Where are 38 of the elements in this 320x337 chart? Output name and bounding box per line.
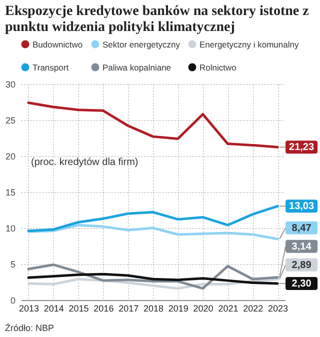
line-series [27,263,279,290]
y-tick-label: 0 [10,296,16,306]
data-label: 2,89 [292,260,312,271]
data-label: 8,47 [292,222,312,234]
legend-label: Transport [32,62,70,72]
legend-label: Sektor energetyczny [102,39,181,50]
x-tick-label: 2017 [118,304,139,314]
x-tick-label: 2014 [44,304,64,314]
y-tick-label: 10 [5,224,16,234]
text: Źródło: NBP [5,323,54,333]
data-label: 13,03 [289,201,314,212]
legend-label: Energetyczny i komunalny [200,39,300,50]
line-series [27,204,279,232]
x-tick-label: 2013 [18,304,39,314]
data-label: 3,14 [292,241,312,252]
line-series [27,272,279,285]
data-label: 2,30 [292,278,312,290]
x-tick-label: 2023 [268,304,288,314]
y-tick-label: 15 [5,188,16,198]
line-series [27,224,279,240]
y-tick-label: 5 [10,260,16,270]
legend-label: Paliwa kopalniane [102,62,172,72]
x-tick-label: 2019 [168,304,188,314]
x-tick-label: 2020 [193,304,214,314]
legend-label: Rolnictwo [200,62,237,72]
x-tick-label: 2015 [68,304,89,314]
legend-label: Budownictwo [32,39,83,50]
x-tick-label: 2016 [94,304,114,314]
y-tick-label: 30 [5,80,16,90]
x-tick-label: 2022 [243,304,264,314]
x-tick-label: 2021 [218,304,238,314]
annotation: (proc. kredytów dla firm) [31,156,138,168]
y-tick-label: 20 [5,152,16,162]
chart-title: Ekspozycje kredytowe banków na sektory istotne z punktu widzenia polityki klimatycznej [4,4,309,35]
data-label: 21,23 [289,142,314,154]
x-tick-label: 2018 [143,304,164,314]
y-tick-label: 25 [5,116,16,126]
line-series [27,101,279,148]
